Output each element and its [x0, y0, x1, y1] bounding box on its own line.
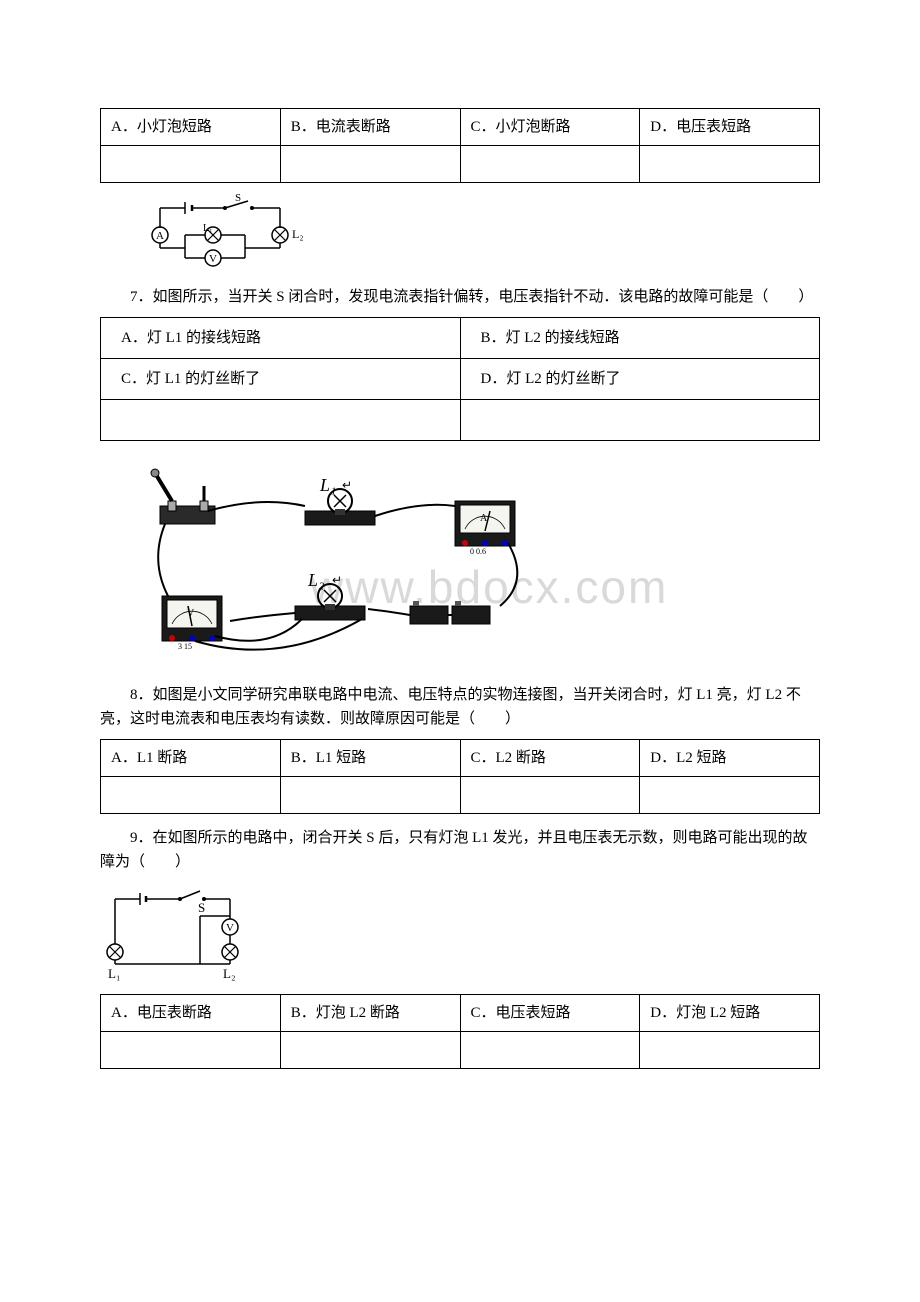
table-row — [101, 146, 820, 183]
voltmeter-label: V — [209, 253, 217, 265]
voltmeter-label: V — [187, 608, 195, 619]
l2-label: L₂ — [292, 227, 304, 241]
q6-options-table: A．小灯泡短路 B．电流表断路 C．小灯泡断路 D．电压表短路 — [100, 108, 820, 183]
empty-cell — [280, 1032, 460, 1069]
q9-options-table: A．电压表断路 B．灯泡 L2 断路 C．电压表短路 D．灯泡 L2 短路 — [100, 994, 820, 1069]
option-b: B．L1 短路 — [280, 740, 460, 777]
voltmeter-label: V — [226, 922, 234, 934]
option-d: D．电压表短路 — [640, 109, 820, 146]
option-b: B．灯泡 L2 断路 — [280, 995, 460, 1032]
table-row: C．灯 L1 的灯丝断了 D．灯 L2 的灯丝断了 — [101, 359, 820, 400]
q9-text: 9．在如图所示的电路中，闭合开关 S 后，只有灯泡 L1 发光，并且电压表无示数… — [100, 826, 820, 874]
ammeter-scale: 0 0.6 — [470, 547, 486, 556]
battery-cells — [410, 601, 490, 624]
arrow-marker: ↵ — [342, 478, 352, 492]
empty-cell — [640, 777, 820, 814]
ammeter-label: A — [156, 230, 164, 242]
switch-label: S — [198, 900, 205, 915]
option-d: D．灯 L2 的灯丝断了 — [460, 359, 820, 400]
table-row: A．灯 L1 的接线短路 B．灯 L2 的接线短路 — [101, 318, 820, 359]
q7-text: 7．如图所示，当开关 S 闭合时，发现电流表指针偏转，电压表指针不动．该电路的故… — [100, 285, 820, 309]
switch-label: S — [235, 193, 241, 204]
arrow-marker: ↵ — [332, 573, 342, 587]
empty-cell — [640, 146, 820, 183]
option-a: A．灯 L1 的接线短路 — [101, 318, 461, 359]
ammeter-label: A — [480, 513, 488, 524]
empty-cell — [460, 400, 820, 441]
l1-label: L₁ — [319, 475, 336, 495]
option-d: D．灯泡 L2 短路 — [640, 995, 820, 1032]
q9-circuit-diagram: S V L₂ L₁ — [100, 884, 820, 984]
q7-options-table: A．灯 L1 的接线短路 B．灯 L2 的接线短路 C．灯 L1 的灯丝断了 D… — [100, 317, 820, 441]
empty-cell — [280, 146, 460, 183]
l1-label: L₁ — [108, 966, 120, 981]
empty-cell — [101, 777, 281, 814]
option-c: C．灯 L1 的灯丝断了 — [101, 359, 461, 400]
table-row — [101, 1032, 820, 1069]
q8-options-table: A．L1 断路 B．L1 短路 C．L2 断路 D．L2 短路 — [100, 739, 820, 814]
option-b: B．电流表断路 — [280, 109, 460, 146]
table-row: A．电压表断路 B．灯泡 L2 断路 C．电压表短路 D．灯泡 L2 短路 — [101, 995, 820, 1032]
option-c: C．电压表短路 — [460, 995, 640, 1032]
table-row: A．小灯泡短路 B．电流表断路 C．小灯泡断路 D．电压表短路 — [101, 109, 820, 146]
empty-cell — [101, 146, 281, 183]
empty-cell — [101, 1032, 281, 1069]
q8-circuit-diagram: www.bdocx.com L₁ ↵ A 0 0.6 — [130, 451, 820, 671]
option-c: C．L2 断路 — [460, 740, 640, 777]
option-d: D．L2 短路 — [640, 740, 820, 777]
empty-cell — [460, 146, 640, 183]
l1-label: L₁ — [203, 223, 213, 234]
voltmeter-scale: 3 15 — [178, 642, 192, 651]
option-c: C．小灯泡断路 — [460, 109, 640, 146]
l2-label: L₂ — [307, 570, 324, 590]
option-a: A．小灯泡短路 — [101, 109, 281, 146]
option-a: A．电压表断路 — [101, 995, 281, 1032]
q7-circuit-diagram: S L₂ A L₁ V — [130, 193, 820, 273]
table-row — [101, 400, 820, 441]
table-row: A．L1 断路 B．L1 短路 C．L2 断路 D．L2 短路 — [101, 740, 820, 777]
table-row — [101, 777, 820, 814]
option-a: A．L1 断路 — [101, 740, 281, 777]
option-b: B．灯 L2 的接线短路 — [460, 318, 820, 359]
empty-cell — [460, 777, 640, 814]
empty-cell — [280, 777, 460, 814]
q8-text: 8．如图是小文同学研究串联电路中电流、电压特点的实物连接图，当开关闭合时，灯 L… — [100, 683, 820, 731]
empty-cell — [640, 1032, 820, 1069]
l2-label: L₂ — [223, 966, 235, 981]
empty-cell — [101, 400, 461, 441]
empty-cell — [460, 1032, 640, 1069]
